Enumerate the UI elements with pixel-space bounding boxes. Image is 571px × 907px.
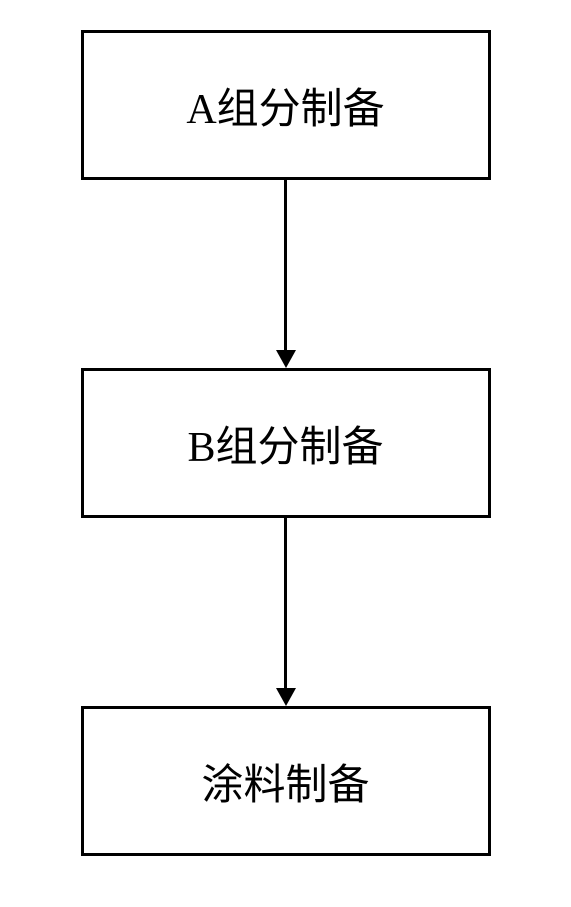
flowchart-node-1: A组分制备 — [81, 30, 491, 180]
flowchart-container: A组分制备 B组分制备 涂料制备 — [81, 30, 491, 856]
node-label: A组分制备 — [186, 75, 384, 136]
flowchart-arrow-1 — [276, 180, 296, 368]
node-label: B组分制备 — [187, 413, 383, 474]
arrow-line — [284, 518, 287, 688]
flowchart-arrow-2 — [276, 518, 296, 706]
node-label: 涂料制备 — [201, 751, 369, 812]
flowchart-node-2: B组分制备 — [81, 368, 491, 518]
arrow-line — [284, 180, 287, 350]
arrow-head-icon — [276, 688, 296, 706]
arrow-head-icon — [276, 350, 296, 368]
flowchart-node-3: 涂料制备 — [81, 706, 491, 856]
